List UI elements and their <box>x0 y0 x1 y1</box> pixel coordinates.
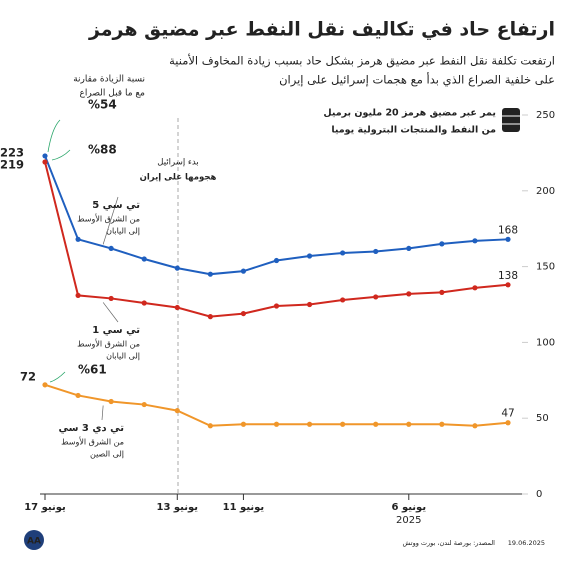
point <box>373 421 379 427</box>
event-label: هجومها على إيران <box>140 173 217 183</box>
point <box>141 256 147 262</box>
event-label: بدء إسرائيل <box>157 158 198 168</box>
series-route: إلى الصين <box>90 450 124 460</box>
point <box>108 295 114 302</box>
point <box>439 289 445 295</box>
point <box>207 314 213 320</box>
increase-label: %54 <box>88 98 117 112</box>
point <box>373 294 379 300</box>
increase-note: نسبة الزيادة مقارنة <box>73 75 145 85</box>
point <box>75 392 81 399</box>
point <box>108 398 114 405</box>
point <box>340 297 346 303</box>
increase-label: %61 <box>78 363 107 377</box>
point <box>273 257 280 264</box>
subtitle: على خلفية الصراع الذي بدأ مع هجمات إسرائ… <box>279 72 555 88</box>
y-tick-label: 0 <box>536 489 542 500</box>
series-route: إلى اليابان <box>106 352 140 362</box>
x-tick-label: 13 يونيو <box>157 502 199 513</box>
point <box>75 236 81 242</box>
point <box>439 241 445 247</box>
point <box>472 423 478 429</box>
y-tick-label: 150 <box>536 262 555 273</box>
x-tick-label: 17 يونيو <box>24 502 66 513</box>
point <box>505 236 511 242</box>
point <box>207 423 213 429</box>
point <box>306 301 313 308</box>
point <box>174 408 180 414</box>
point <box>406 291 412 297</box>
point <box>273 421 280 427</box>
point <box>340 250 346 256</box>
point <box>505 282 511 288</box>
point <box>406 421 412 427</box>
end-label: 168 <box>498 224 518 236</box>
point <box>340 421 346 427</box>
end-label: 72 <box>20 369 36 383</box>
series-route: من الشرق الأوسط <box>77 339 140 349</box>
note: يمر عبر مضيق هرمز 20 مليون برميل <box>323 108 496 119</box>
leader <box>101 405 104 421</box>
series-route: من الشرق الأوسط <box>61 437 124 447</box>
y-tick-label: 50 <box>536 413 549 424</box>
series-line <box>44 383 509 427</box>
increase-note: مع ما قبل الصراع <box>80 89 146 99</box>
source: المصدر: بورصة لندن، بورت ووتش <box>402 539 495 547</box>
y-tick-label: 200 <box>536 186 555 197</box>
note: من النفط والمنتجات البترولية يوميا <box>331 125 496 136</box>
point <box>240 421 247 427</box>
x-tick-label: 11 يونيو <box>223 502 265 513</box>
subtitle: ارتفعت تكلفة نقل النفط عبر مضيق هرمز بشك… <box>169 54 555 69</box>
point <box>174 304 180 311</box>
point <box>42 382 48 388</box>
point <box>273 303 280 309</box>
logo-mark <box>24 530 44 550</box>
series-route: إلى اليابان <box>106 227 140 237</box>
series-name: تي دي 3 سي <box>58 423 124 434</box>
point <box>439 421 445 427</box>
series-route: من الشرق الأوسط <box>77 214 140 224</box>
series-name: تي سي 5 <box>92 200 140 211</box>
point <box>75 292 81 299</box>
title: ارتفاع حاد في تكاليف نقل النفط عبر مضيق … <box>88 19 555 41</box>
point <box>42 153 48 159</box>
point <box>373 248 379 255</box>
pct-leader <box>51 149 71 161</box>
point <box>472 285 478 291</box>
point <box>207 271 213 277</box>
point <box>472 238 478 244</box>
leader <box>102 196 119 245</box>
date: 19.06.2025 <box>508 539 545 547</box>
leader <box>102 302 119 323</box>
point <box>306 421 313 427</box>
point <box>505 420 511 426</box>
pct-leader <box>47 119 61 153</box>
end-label: 223 <box>0 145 24 159</box>
point <box>240 268 247 274</box>
point <box>141 401 147 408</box>
point <box>42 159 48 165</box>
x-tick-label: 6 يونيو <box>391 502 426 513</box>
point <box>141 300 147 306</box>
point <box>174 265 180 271</box>
end-label: 47 <box>501 408 514 420</box>
increase-label: %88 <box>88 143 117 157</box>
y-tick-label: 250 <box>536 110 555 121</box>
point <box>240 310 247 317</box>
series-line <box>44 161 509 318</box>
y-tick-label: 100 <box>536 337 555 348</box>
x-year: 2025 <box>396 515 421 526</box>
series-name: تي سي 1 <box>92 325 140 336</box>
point <box>306 253 313 259</box>
end-label: 138 <box>498 270 518 282</box>
end-label: 219 <box>0 157 24 171</box>
logo: AA <box>27 537 41 547</box>
point <box>108 245 114 252</box>
barrel-icon <box>502 108 520 132</box>
point <box>406 245 412 252</box>
pct-leader <box>49 371 66 383</box>
